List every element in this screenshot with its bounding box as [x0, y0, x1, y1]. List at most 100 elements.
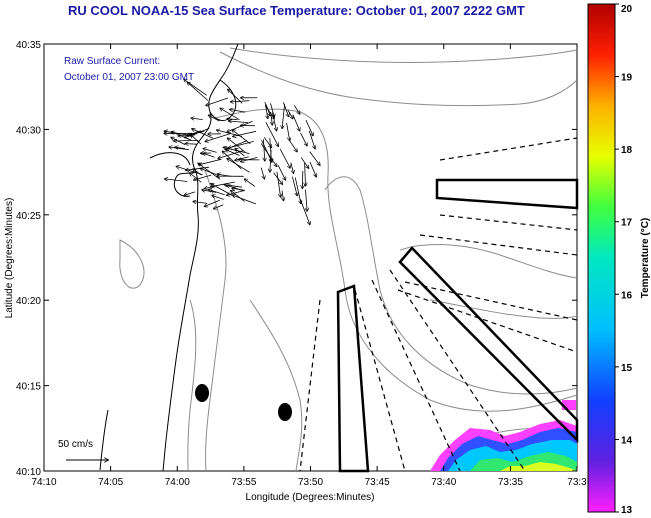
- colorbar-label: Temperature (°C): [640, 218, 651, 299]
- current-vector: [277, 165, 285, 180]
- y-tick-label: 40:15: [16, 382, 41, 393]
- current-vector: [265, 122, 279, 146]
- current-vector: [199, 159, 221, 164]
- current-vector: [222, 151, 242, 170]
- colorbar-tick-label: 18: [621, 145, 633, 156]
- y-tick-label: 40:30: [16, 125, 41, 136]
- current-vector: [263, 139, 264, 161]
- current-vector: [279, 148, 290, 168]
- current-annotation-line1: Raw Surface Current:: [64, 56, 160, 67]
- current-vector: [227, 189, 246, 195]
- current-vector: [233, 130, 257, 136]
- current-vector: [171, 137, 186, 145]
- current-vector: [169, 147, 189, 151]
- y-tick-label: 40:35: [16, 40, 41, 51]
- current-vector: [231, 191, 245, 202]
- current-vector: [211, 181, 235, 187]
- x-tick-label: 73:55: [231, 477, 256, 488]
- scale-label: 50 cm/s: [58, 439, 93, 450]
- current-vector: [282, 104, 285, 128]
- current-vector: [227, 120, 253, 132]
- current-vector: [203, 149, 217, 153]
- current-vector: [265, 105, 275, 119]
- current-vector: [200, 168, 217, 175]
- current-vector: [217, 130, 243, 137]
- x-tick-label: 73:50: [298, 477, 323, 488]
- current-vector: [273, 172, 283, 184]
- current-vector: [228, 141, 254, 148]
- colorbar-tick-label: 15: [621, 363, 633, 374]
- colorbar-tick-label: 16: [621, 290, 633, 301]
- current-vector: [209, 190, 225, 196]
- sst-patch: [430, 400, 577, 471]
- current-vector: [306, 189, 308, 212]
- current-vector: [208, 115, 220, 122]
- current-vector: [165, 179, 188, 182]
- current-vector: [176, 166, 203, 175]
- current-vector: [235, 148, 245, 157]
- current-vector: [214, 204, 224, 209]
- current-vector: [292, 114, 300, 131]
- colorbar: [587, 3, 616, 513]
- current-vector: [263, 137, 271, 147]
- current-vector: [245, 179, 256, 187]
- current-vector: [192, 129, 214, 139]
- buoy-marker: [195, 384, 209, 402]
- x-tick-label: 73:3: [567, 477, 587, 488]
- x-tick-label: 73:45: [365, 477, 390, 488]
- current-vector: [282, 190, 284, 201]
- current-vector: [300, 157, 308, 169]
- current-vector: [194, 174, 212, 180]
- colorbar-tick-label: 17: [621, 218, 633, 229]
- current-vector: [205, 133, 231, 142]
- current-vector: [232, 189, 244, 191]
- sampling-boxes: [336, 178, 579, 473]
- colorbar-tick-label: 13: [621, 505, 633, 516]
- current-vector: [189, 130, 205, 135]
- y-tick-label: 40:25: [16, 211, 41, 222]
- current-vector: [227, 119, 238, 120]
- current-vector: [187, 82, 209, 101]
- colorbar-tick-label: 14: [621, 435, 633, 446]
- x-tick-label: 74:00: [165, 477, 190, 488]
- map-title: RU COOL NOAA-15 Sea Surface Temperature:…: [68, 3, 525, 18]
- current-vector: [232, 130, 251, 145]
- colorbar-tick-label: 19: [621, 73, 633, 84]
- x-tick-label: 74:05: [98, 477, 123, 488]
- y-tick-label: 40:10: [16, 467, 41, 478]
- current-annotation-line2: October 01, 2007 23:00 GMT: [64, 72, 194, 83]
- current-vector: [204, 199, 220, 206]
- current-vector: [260, 167, 264, 179]
- current-vector: [270, 103, 275, 117]
- current-vector: [260, 143, 277, 167]
- current-vector: [286, 123, 290, 141]
- current-vector: [229, 121, 249, 123]
- current-vector: [309, 161, 316, 177]
- x-axis-ticks: 74:10 74:05 74:00 73:55 73:50 73:45 73:40 73:35…: [31, 44, 587, 488]
- current-vector: [287, 109, 293, 119]
- current-vector: [228, 138, 246, 153]
- current-vector: [220, 108, 240, 121]
- plot-frame: [43, 43, 578, 472]
- current-vector: [212, 196, 224, 200]
- buoy-marker: [278, 403, 292, 421]
- x-tick-label: 73:35: [498, 477, 523, 488]
- current-vector: [305, 163, 306, 186]
- current-vector: [228, 89, 243, 104]
- current-vectors: [164, 79, 320, 224]
- current-vector: [193, 202, 208, 204]
- current-vector: [186, 166, 209, 170]
- colorbar-tick-label: 20: [621, 4, 633, 15]
- current-vector: [175, 147, 186, 149]
- current-vector: [185, 144, 197, 145]
- current-vector: [184, 191, 196, 195]
- current-vector: [227, 159, 250, 173]
- current-vector: [191, 118, 203, 120]
- current-vector: [293, 105, 300, 114]
- y-tick-label: 40:20: [16, 296, 41, 307]
- y-axis-label: Latitude (Degrees:Minutes): [4, 198, 15, 319]
- current-vector: [203, 153, 215, 158]
- current-vector: [292, 176, 297, 196]
- current-vector: [305, 120, 313, 135]
